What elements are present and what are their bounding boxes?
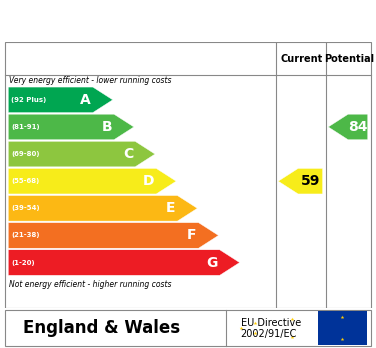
Polygon shape	[328, 114, 368, 140]
Text: Energy Efficiency Rating: Energy Efficiency Rating	[64, 12, 312, 30]
Text: (1-20): (1-20)	[11, 260, 35, 266]
Text: (81-91): (81-91)	[11, 124, 40, 130]
Text: (21-38): (21-38)	[11, 232, 40, 238]
Text: Current: Current	[280, 54, 323, 64]
Text: England & Wales: England & Wales	[23, 319, 180, 337]
Polygon shape	[8, 114, 134, 140]
Text: Potential: Potential	[324, 54, 374, 64]
Text: Not energy efficient - higher running costs: Not energy efficient - higher running co…	[9, 279, 172, 288]
Polygon shape	[8, 141, 155, 167]
Text: 84: 84	[348, 120, 368, 134]
Polygon shape	[8, 168, 176, 194]
Text: (69-80): (69-80)	[11, 151, 40, 157]
Polygon shape	[8, 196, 197, 221]
Bar	[5, 310, 371, 346]
Text: 2002/91/EC: 2002/91/EC	[241, 329, 297, 339]
Text: B: B	[102, 120, 112, 134]
Polygon shape	[278, 168, 323, 194]
Text: G: G	[206, 255, 218, 270]
Text: A: A	[80, 93, 91, 107]
Text: E: E	[166, 201, 176, 215]
Bar	[318, 311, 367, 345]
Text: 59: 59	[301, 174, 320, 188]
Polygon shape	[8, 87, 113, 113]
Text: (92 Plus): (92 Plus)	[11, 97, 47, 103]
Text: C: C	[123, 147, 133, 161]
Text: (55-68): (55-68)	[11, 178, 39, 184]
Polygon shape	[8, 250, 240, 275]
Text: F: F	[187, 228, 197, 243]
Text: Very energy efficient - lower running costs: Very energy efficient - lower running co…	[9, 77, 172, 86]
Text: (39-54): (39-54)	[11, 205, 40, 211]
Polygon shape	[8, 223, 218, 248]
Text: D: D	[143, 174, 155, 188]
Text: EU Directive: EU Directive	[241, 318, 301, 328]
